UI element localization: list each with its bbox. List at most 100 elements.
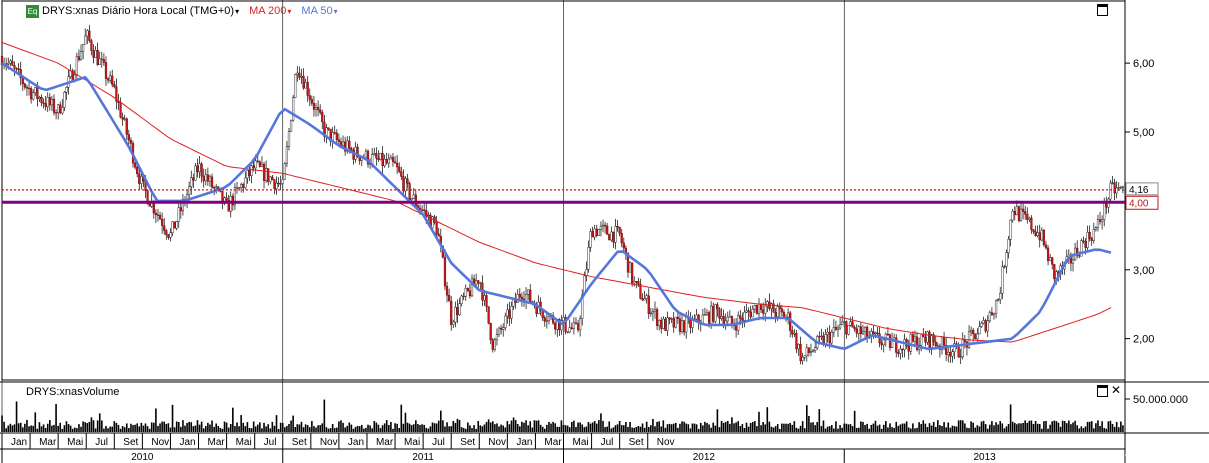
instrument-label[interactable]: DRYS:xnas Diário Hora Local (TMG+0) <box>42 5 235 17</box>
instrument-dropdown-icon[interactable]: ▾ <box>235 6 240 16</box>
volume-bar <box>641 423 644 432</box>
volume-axis-label: 50.000.000 <box>1133 394 1188 406</box>
volume-bar <box>876 425 879 432</box>
volume-bar <box>254 426 257 432</box>
candle-body <box>113 84 116 87</box>
volume-bar <box>519 426 521 432</box>
candle-body <box>115 86 118 102</box>
volume-bar <box>494 424 496 432</box>
volume-bar <box>822 420 825 432</box>
volume-bar <box>175 421 178 432</box>
candle-body <box>843 321 846 323</box>
candle-body <box>951 351 954 357</box>
candle-body <box>637 281 640 285</box>
ma50-dropdown-icon[interactable]: ▾ <box>333 6 338 16</box>
candle-body <box>714 304 717 322</box>
volume-bar <box>966 427 968 432</box>
month-label: Jan <box>348 437 364 448</box>
candle-body <box>666 317 669 331</box>
volume-bar <box>768 421 771 432</box>
ma200-label[interactable]: MA 200 <box>249 5 287 17</box>
volume-bar <box>1099 425 1101 432</box>
volume-bar <box>394 423 396 432</box>
volume-bar <box>281 422 284 432</box>
volume-bar <box>464 428 467 432</box>
volume-bar <box>421 424 423 432</box>
volume-bar <box>864 425 866 432</box>
candle-body <box>127 134 130 141</box>
volume-bar <box>608 421 611 432</box>
volume-bar <box>932 421 935 432</box>
volume-bar <box>250 428 253 432</box>
volume-bar <box>924 423 927 432</box>
volume-bar <box>148 428 151 432</box>
volume-bar <box>396 423 398 432</box>
volume-bar <box>38 422 41 432</box>
maximize-volume-panel-icon[interactable] <box>1097 385 1108 397</box>
candle-body <box>672 318 675 328</box>
ma200-dropdown-icon[interactable]: ▾ <box>287 6 292 16</box>
candle-body <box>622 242 625 249</box>
volume-bar <box>602 420 604 432</box>
candle-body <box>11 60 14 66</box>
volume-bar <box>828 426 831 432</box>
volume-bar <box>866 423 868 432</box>
volume-bar <box>165 423 168 432</box>
volume-bar <box>745 422 748 432</box>
candle-body <box>838 324 842 329</box>
volume-bar <box>749 423 752 432</box>
volume-bar <box>242 422 245 432</box>
candle-body <box>1040 229 1043 241</box>
volume-bar <box>450 426 452 432</box>
volume-bar <box>24 423 26 432</box>
candle-body <box>980 322 983 327</box>
volume-bar <box>483 424 486 432</box>
volume-bar <box>198 424 201 432</box>
volume-bar <box>130 423 132 432</box>
volume-bar <box>600 413 602 432</box>
candle-body <box>165 230 168 235</box>
candle-body <box>593 228 596 238</box>
candle-body <box>285 146 289 164</box>
volume-bar <box>128 427 130 432</box>
volume-bar <box>951 425 954 432</box>
volume-bar <box>184 425 186 432</box>
candle-body <box>755 305 759 314</box>
candle-body <box>445 285 449 296</box>
volume-bar <box>1097 420 1099 432</box>
candle-body <box>753 305 756 310</box>
candle-body <box>404 178 407 192</box>
chart-header: Eq DRYS:xnas Diário Hora Local (TMG+0) ▾… <box>26 4 348 18</box>
ma50-label[interactable]: MA 50 <box>301 5 333 17</box>
volume-bar <box>679 423 681 432</box>
volume-bar <box>1063 421 1066 432</box>
volume-bar <box>437 420 440 432</box>
candle-body <box>231 196 234 206</box>
volume-bar <box>398 428 401 432</box>
volume-bar <box>1016 424 1018 432</box>
close-volume-panel-icon[interactable]: ✕ <box>1111 383 1122 397</box>
candle-body <box>111 75 114 85</box>
volume-bar <box>666 424 669 432</box>
candle-body <box>978 326 981 335</box>
candle-body <box>710 305 713 324</box>
volume-bar <box>279 422 282 432</box>
volume-bar <box>415 420 417 432</box>
candle-body <box>1082 240 1085 242</box>
candle-body <box>123 118 126 120</box>
volume-bar <box>1101 421 1103 432</box>
volume-bar <box>548 421 550 432</box>
volume-bar <box>997 424 999 432</box>
month-label: Mai <box>67 437 83 448</box>
candle-body <box>841 321 844 325</box>
candle-body <box>497 327 501 335</box>
volume-bar <box>629 422 631 432</box>
maximize-price-panel-icon[interactable] <box>1097 4 1108 16</box>
candle-body <box>716 304 719 310</box>
volume-bar <box>566 425 569 432</box>
volume-bar <box>733 423 735 432</box>
volume-bar <box>194 425 197 432</box>
volume-bar <box>117 424 120 432</box>
volume-bar <box>300 421 303 432</box>
candle-body <box>797 344 800 350</box>
